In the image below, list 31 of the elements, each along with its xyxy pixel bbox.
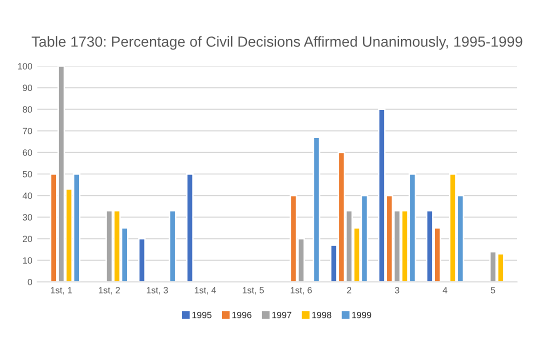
legend-label: 1997 (272, 312, 292, 318)
y-tick-label: 30 (22, 214, 32, 221)
y-tick-label: 50 (22, 170, 32, 178)
y-tick-label: 100 (18, 63, 32, 70)
y-tick-label: 10 (23, 257, 32, 264)
x-tick-label: 1st, 1 (50, 287, 72, 294)
y-tick-label: 60 (22, 149, 32, 156)
x-tick-label: 2 (347, 286, 352, 294)
x-tick-label: 5 (490, 287, 496, 294)
bar (186, 173, 194, 282)
chart-title: Table 1730: Percentage of Civil Decisions Affirmed Unanimously, 1995-1999 (32, 36, 522, 50)
legend-label: 1998 (312, 312, 332, 318)
y-tick-label: 0 (28, 278, 32, 286)
bar (138, 238, 146, 282)
x-tick-label: 3 (394, 286, 400, 294)
x-tick-label: 4 (442, 287, 448, 294)
x-tick-label: 1st, 2 (98, 286, 120, 294)
legend-label: 1995 (192, 312, 212, 318)
y-tick-label: 80 (22, 106, 32, 113)
y-tick-label: 20 (22, 236, 32, 242)
y-tick-label: 90 (22, 84, 32, 92)
x-tick-label: 1st, 6 (290, 286, 312, 294)
x-tick-label: 1st, 5 (242, 287, 264, 294)
x-tick-label: 1st, 4 (194, 287, 216, 294)
bar (312, 136, 320, 282)
legend-label: 1999 (352, 312, 372, 318)
bar (168, 210, 176, 282)
x-tick-label: 1st, 3 (146, 286, 168, 294)
y-tick-label: 70 (22, 128, 32, 134)
legend-label: 1996 (232, 312, 252, 318)
y-tick-label: 40 (22, 192, 32, 199)
